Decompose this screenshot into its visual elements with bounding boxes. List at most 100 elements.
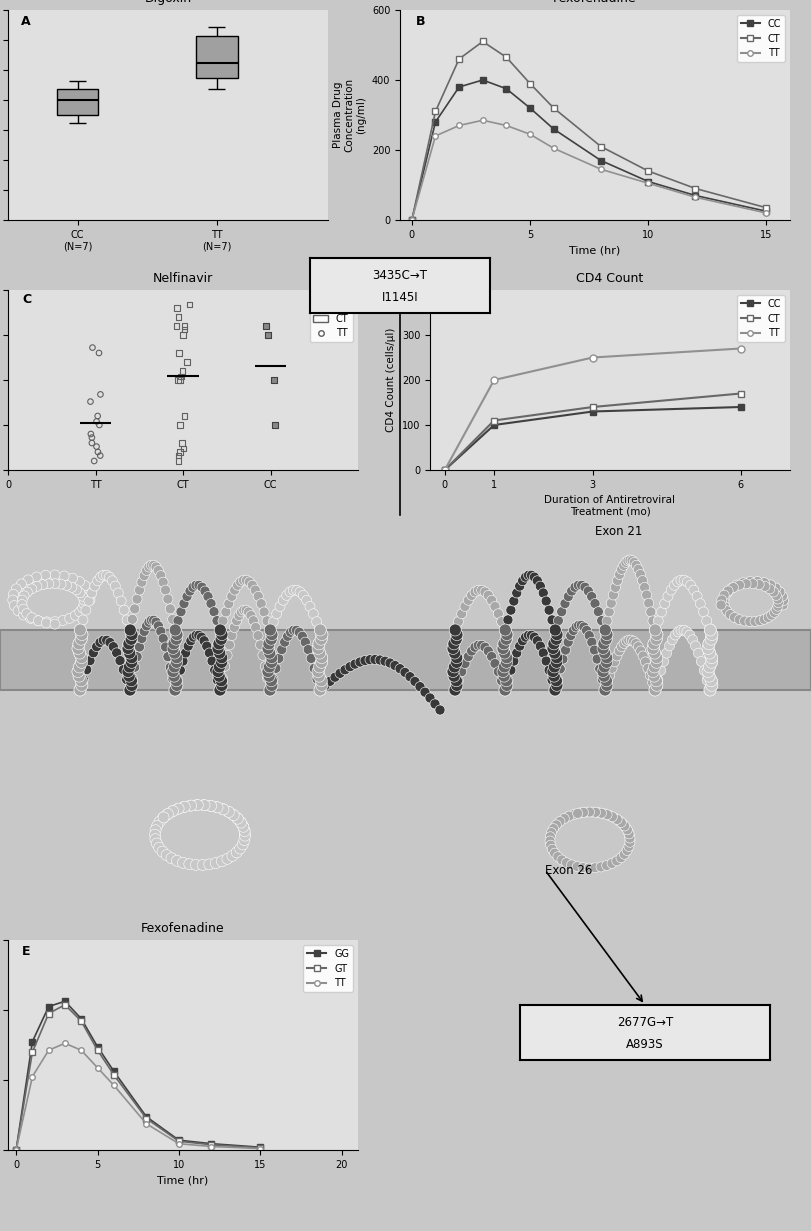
Circle shape: [80, 581, 90, 591]
Circle shape: [312, 643, 324, 655]
Circle shape: [170, 656, 182, 668]
Circle shape: [98, 635, 109, 645]
CC: [407, 213, 417, 228]
Point: [170, 316, 183, 336]
Text: E: E: [22, 944, 31, 958]
Circle shape: [526, 570, 536, 580]
Circle shape: [602, 616, 612, 625]
Circle shape: [466, 591, 477, 601]
Circle shape: [647, 666, 659, 677]
Circle shape: [237, 607, 247, 617]
Bar: [195, 36, 238, 78]
Circle shape: [447, 666, 459, 677]
Y-axis label: CD4 Count (cells/μl): CD4 Count (cells/μl): [386, 327, 397, 432]
Circle shape: [292, 585, 302, 596]
Text: C: C: [22, 293, 31, 305]
Point: [88, 451, 101, 470]
Circle shape: [549, 684, 561, 696]
Circle shape: [200, 586, 210, 596]
Circle shape: [216, 656, 228, 668]
Circle shape: [218, 616, 228, 625]
Circle shape: [125, 633, 137, 645]
Circle shape: [308, 609, 319, 619]
Circle shape: [704, 684, 716, 696]
Circle shape: [650, 625, 660, 635]
Circle shape: [135, 585, 144, 595]
Circle shape: [612, 815, 622, 825]
Circle shape: [263, 638, 275, 650]
Circle shape: [415, 682, 425, 692]
Circle shape: [127, 673, 137, 683]
Circle shape: [222, 650, 232, 660]
Circle shape: [271, 664, 281, 673]
Circle shape: [171, 856, 182, 867]
Circle shape: [176, 607, 186, 617]
Circle shape: [169, 624, 181, 636]
Circle shape: [550, 633, 562, 645]
Circle shape: [530, 632, 539, 643]
Circle shape: [115, 656, 125, 666]
Point: [269, 415, 282, 435]
Circle shape: [235, 577, 246, 587]
GT: [44, 1006, 54, 1020]
Circle shape: [212, 675, 222, 684]
Circle shape: [72, 643, 84, 655]
Circle shape: [74, 661, 85, 673]
Circle shape: [218, 804, 229, 815]
Circle shape: [370, 655, 380, 665]
Circle shape: [483, 646, 493, 656]
Circle shape: [168, 638, 180, 650]
Circle shape: [214, 624, 226, 636]
CT: [431, 105, 440, 119]
Circle shape: [213, 661, 225, 673]
TT: [736, 341, 745, 356]
Circle shape: [266, 651, 277, 664]
Circle shape: [161, 643, 170, 652]
Circle shape: [451, 680, 463, 692]
Circle shape: [223, 806, 234, 817]
Circle shape: [633, 641, 643, 651]
Circle shape: [204, 648, 214, 657]
Circle shape: [625, 555, 635, 565]
Circle shape: [251, 585, 260, 595]
Line: GG: GG: [13, 998, 263, 1152]
Circle shape: [107, 576, 118, 586]
Circle shape: [544, 665, 554, 675]
Circle shape: [309, 664, 319, 673]
Circle shape: [149, 830, 161, 841]
Circle shape: [311, 617, 322, 627]
Circle shape: [85, 656, 95, 666]
Circle shape: [664, 641, 675, 651]
Circle shape: [608, 590, 618, 599]
Circle shape: [314, 648, 326, 659]
Circle shape: [599, 670, 610, 682]
Circle shape: [448, 638, 460, 650]
GG: [28, 1034, 37, 1049]
Circle shape: [75, 656, 88, 668]
Circle shape: [676, 625, 686, 635]
Circle shape: [623, 827, 633, 837]
Circle shape: [76, 680, 88, 692]
Circle shape: [238, 606, 249, 616]
Circle shape: [703, 670, 715, 682]
Circle shape: [264, 684, 276, 696]
Circle shape: [450, 625, 460, 635]
Circle shape: [614, 646, 624, 656]
TT: [454, 118, 464, 133]
Circle shape: [451, 629, 463, 640]
Circle shape: [268, 617, 278, 627]
GT: [28, 1045, 37, 1060]
Circle shape: [33, 616, 43, 625]
Circle shape: [122, 666, 134, 677]
Circle shape: [549, 624, 561, 636]
Circle shape: [185, 800, 195, 811]
Circle shape: [340, 665, 350, 675]
TT: [489, 373, 499, 388]
Circle shape: [215, 625, 225, 635]
Circle shape: [587, 638, 597, 648]
Circle shape: [27, 583, 36, 593]
Circle shape: [451, 680, 463, 692]
Point: [92, 415, 105, 435]
Circle shape: [124, 684, 136, 696]
Circle shape: [24, 575, 33, 585]
